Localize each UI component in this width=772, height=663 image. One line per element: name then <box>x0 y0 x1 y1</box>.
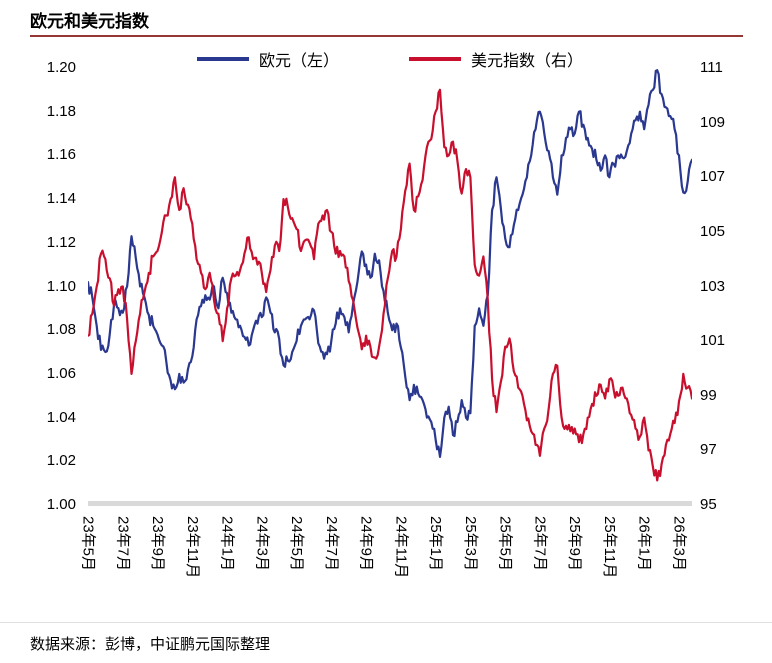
y-tick-label: 99 <box>700 386 717 404</box>
plot-area <box>88 68 692 505</box>
x-tick-label: 23年5月 <box>79 516 97 572</box>
y-tick-label: 1.06 <box>46 364 76 382</box>
chart-canvas <box>88 69 692 482</box>
x-tick-label: 24年7月 <box>322 516 340 572</box>
legend: 欧元（左） 美元指数（右） <box>88 47 692 71</box>
y-tick-label: 101 <box>700 332 726 350</box>
y-axis-right: 111 109 107 105 103 101 99 97 95 <box>700 59 746 513</box>
x-tick-label: 23年7月 <box>114 516 132 572</box>
x-tick-label: 24年9月 <box>357 516 375 572</box>
y-tick-label: 107 <box>700 168 726 186</box>
eur-line <box>88 69 692 458</box>
x-axis-baseline <box>88 501 692 506</box>
legend-label-eur: 欧元（左） <box>258 53 339 70</box>
y-axis-left: 1.20 1.18 1.16 1.14 1.12 1.10 1.08 1.06 1.04 1.02… <box>28 59 76 513</box>
footer-divider <box>0 622 772 623</box>
x-tick-label: 24年5月 <box>288 516 306 572</box>
x-tick-label: 25年3月 <box>461 516 479 572</box>
title-underline <box>30 35 743 37</box>
x-tick-label: 25年1月 <box>427 516 445 572</box>
legend-item-eur: 欧元（左） <box>196 47 339 71</box>
y-tick-label: 97 <box>700 441 717 459</box>
legend-label-dxy: 美元指数（右） <box>471 53 584 70</box>
y-tick-label: 111 <box>700 59 723 76</box>
y-tick-label: 1.14 <box>46 190 76 208</box>
x-tick-label: 25年11月 <box>600 516 618 579</box>
x-tick-label: 25年7月 <box>531 516 549 572</box>
y-tick-label: 1.08 <box>46 321 76 339</box>
y-tick-label: 1.12 <box>46 233 76 251</box>
x-tick-label: 24年1月 <box>218 516 236 572</box>
x-tick-label: 23年11月 <box>183 516 201 579</box>
x-tick-label: 23年9月 <box>149 516 167 572</box>
x-tick-label: 24年11月 <box>392 516 410 579</box>
y-tick-label: 1.02 <box>46 452 76 470</box>
legend-item-dxy: 美元指数（右） <box>409 47 583 71</box>
y-tick-label: 1.18 <box>46 102 76 120</box>
eur-line-swatch <box>196 57 249 61</box>
chart-title: 欧元和美元指数 <box>30 12 149 31</box>
y-tick-label: 1.04 <box>46 408 76 426</box>
x-tick-label: 26年3月 <box>670 516 688 572</box>
x-tick-label: 26年1月 <box>635 516 653 572</box>
x-tick-label: 25年5月 <box>496 516 514 572</box>
dxy-line-swatch <box>409 57 461 61</box>
y-tick-label: 1.10 <box>46 277 76 295</box>
y-tick-label: 105 <box>700 222 726 240</box>
y-tick-label: 95 <box>700 496 717 513</box>
y-tick-label: 103 <box>700 277 726 295</box>
dxy-line <box>88 88 692 482</box>
x-axis: 23年5月 23年7月 23年9月 23年11月 24年1月 24年3月 24年5月 24年7… <box>80 516 692 620</box>
x-tick-label: 25年9月 <box>566 516 584 572</box>
y-tick-label: 1.00 <box>46 496 76 513</box>
y-tick-label: 109 <box>700 113 726 131</box>
y-tick-label: 1.16 <box>46 146 76 164</box>
source-note: 数据来源：彭博，中证鹏元国际整理 <box>30 636 271 653</box>
x-tick-label: 24年3月 <box>253 516 271 572</box>
y-tick-label: 1.20 <box>46 59 76 76</box>
